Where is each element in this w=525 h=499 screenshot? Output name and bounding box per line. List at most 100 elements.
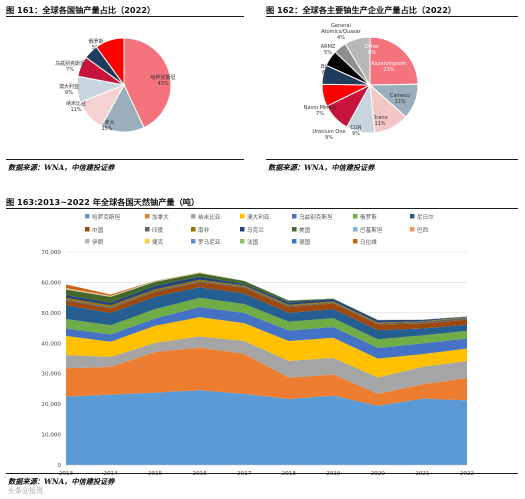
fig161-slice-0	[123, 37, 172, 129]
fig163-area-series-3	[66, 317, 467, 378]
fig163-legend-swatch-4	[292, 214, 297, 219]
fig162-pie-chart: Kazatomprom 23% Cameco 11%Orano 11% CGN 9% Uran…	[304, 23, 419, 141]
fig163-legend-label-2: 纳米比亚	[198, 213, 221, 221]
fig163-legend-swatch-3	[240, 214, 245, 219]
fig163-legend-label-5: 俄罗斯	[360, 213, 377, 221]
fig163-legend-label-10: 乌克兰	[247, 226, 264, 234]
fig163-area-series-4	[66, 307, 467, 359]
fig163-area-series-5	[66, 297, 467, 348]
fig161-slice-label-1: 加拿大 15%	[99, 119, 114, 132]
fig163-top-rule	[6, 208, 518, 209]
fig163-area-series-6	[66, 287, 467, 340]
fig161-slice-label-5: 俄罗斯 5%	[88, 38, 103, 51]
fig163-legend-swatch-5	[353, 214, 358, 219]
fig163-legend-label-4: 乌兹别克斯坦	[299, 213, 333, 221]
fig163-legend-label-13: 巴西	[417, 227, 429, 234]
fig163-legend-swatch-12	[353, 227, 358, 232]
fig162-slice-label-8: General Atomics/Quasar 4%	[321, 23, 361, 41]
fig162-slice-label-1: Cameco 11%	[390, 93, 410, 105]
fig163-ytick-4: 40,000	[41, 341, 61, 347]
fig163-legend-swatch-14	[85, 239, 90, 244]
fig161-slice-label-2: 纳米比亚 11%	[66, 100, 86, 113]
fig163-xtick-2: 2015	[148, 471, 163, 477]
fig162-title: 图 162：全球各主要铀生产企业产量占比（2022）	[266, 5, 457, 15]
fig163-bottom-rule	[6, 473, 518, 474]
fig163-legend-swatch-9	[191, 227, 196, 232]
fig163-legend-label-15: 捷克	[152, 238, 164, 246]
fig162-top-rule	[266, 16, 518, 17]
fig161-slice-6	[95, 37, 125, 87]
fig163-xtick-3: 2016	[193, 471, 208, 477]
fig162-slice-label-3: CGN 9%	[350, 125, 361, 137]
fig162-source: 数据来源：WNA，中信建投证券	[268, 163, 375, 172]
fig163-legend-swatch-15	[145, 239, 150, 244]
fig163-area-series-7	[66, 282, 467, 331]
fig163-legend-label-11: 美国	[299, 226, 311, 234]
fig163-area-series-2	[66, 336, 467, 394]
fig163-source: 数据来源：WNA，中信建投证券	[8, 477, 115, 486]
fig163-ytick-7: 70,000	[41, 250, 61, 256]
fig163-xtick-0: 2013	[59, 471, 74, 477]
fig163-legend-swatch-7	[85, 227, 90, 232]
fig162-slice-label-7: ARMZ 5%	[321, 44, 336, 56]
fig163-legend-label-12: 巴基斯坦	[360, 226, 383, 234]
fig162-bottom-rule	[266, 159, 518, 160]
watermark: 头条@投资	[8, 487, 43, 495]
fig163-xtick-6: 2019	[326, 471, 341, 477]
fig163-legend-swatch-2	[191, 214, 196, 219]
fig163-ytick-0: 0	[57, 463, 61, 469]
fig163-legend-swatch-8	[145, 227, 150, 232]
fig162-slice-label-5: Navoi Mining 7%	[304, 105, 336, 117]
fig162-slice-label-4: Uranium One 9%	[312, 129, 345, 141]
fig162-slice-label-9: Other 8%	[365, 44, 380, 56]
fig163-legend-label-7: 中国	[92, 226, 104, 234]
fig163-xtick-1: 2014	[103, 471, 118, 477]
fig161-top-rule	[6, 16, 244, 17]
fig163-legend-label-3: 澳大利亚	[247, 213, 270, 221]
fig161-pie-chart: 哈萨克斯坦 43% 加拿大 15% 纳米比亚 11% 澳大利亚 9% 乌兹别克斯坦 7%俄罗斯 5%	[55, 37, 176, 133]
fig163-legend-label-6: 尼日尔	[417, 213, 434, 221]
fig163-legend-swatch-16	[191, 239, 196, 244]
fig163-xtick-4: 2017	[237, 471, 252, 477]
fig163-xtick-7: 2020	[371, 471, 386, 477]
fig161-bottom-rule	[6, 159, 244, 160]
fig163-ytick-5: 50,000	[41, 311, 61, 317]
fig162-slice-9	[344, 36, 371, 87]
fig163-legend-swatch-10	[240, 227, 245, 232]
fig162-slice-label-2: Orano 11%	[372, 115, 387, 127]
fig163-area-chart: 0 10,000 20,000 30,000 40,000 50,000 60,000 70,…	[41, 213, 474, 477]
fig161-slice-label-0: 哈萨克斯坦 43%	[150, 74, 175, 87]
fig163-legend-swatch-0	[85, 214, 90, 219]
fig163-legend-label-1: 加拿大	[152, 213, 169, 221]
fig163-legend-label-8: 印度	[152, 226, 164, 234]
fig163-legend-label-0: 哈萨克斯坦	[92, 213, 120, 221]
fig163-legend-swatch-6	[410, 214, 415, 219]
fig163-legend-label-17: 法国	[247, 238, 259, 246]
fig163-area-series-0	[66, 390, 467, 465]
fig161-slice-label-4: 乌兹别克斯坦 7%	[55, 60, 85, 73]
fig162-slice-label-6: BHP 6%	[321, 64, 331, 76]
fig163-legend-swatch-1	[145, 214, 150, 219]
fig163-legend-label-9: 南非	[198, 226, 210, 234]
fig163-legend-label-16: 罗马尼亚	[198, 238, 221, 246]
fig161-source: 数据来源：WNA，中信建投证券	[8, 163, 115, 172]
fig163-legend-swatch-13	[410, 227, 415, 232]
fig163-legend-label-14: 伊朗	[92, 238, 104, 246]
fig163-ytick-1: 10,000	[41, 433, 61, 439]
fig163-area-series-1	[66, 347, 467, 406]
fig163-title: 图 163:2013~2022 年全球各国天然铀产量（吨）	[6, 197, 200, 207]
fig163-legend-swatch-17	[240, 239, 245, 244]
fig163-legend-swatch-19	[353, 239, 358, 244]
fig163-xtick-9: 2022	[460, 471, 474, 477]
fig162-slice-0	[369, 36, 419, 86]
fig163-xtick-5: 2018	[282, 471, 297, 477]
fig163-legend-label-18: 德国	[299, 238, 311, 246]
fig162-slice-label-0: Kazatomprom 23%	[372, 61, 407, 73]
fig163-ytick-3: 30,000	[41, 372, 61, 378]
fig161-title: 图 161：全球各国铀产量占比（2022）	[6, 5, 156, 15]
fig163-legend-swatch-18	[292, 239, 297, 244]
fig163-xtick-8: 2021	[415, 471, 430, 477]
fig163-ytick-6: 60,000	[41, 280, 61, 286]
fig163-legend-label-19: 马拉维	[360, 238, 377, 246]
fig163-legend-swatch-11	[292, 227, 297, 232]
